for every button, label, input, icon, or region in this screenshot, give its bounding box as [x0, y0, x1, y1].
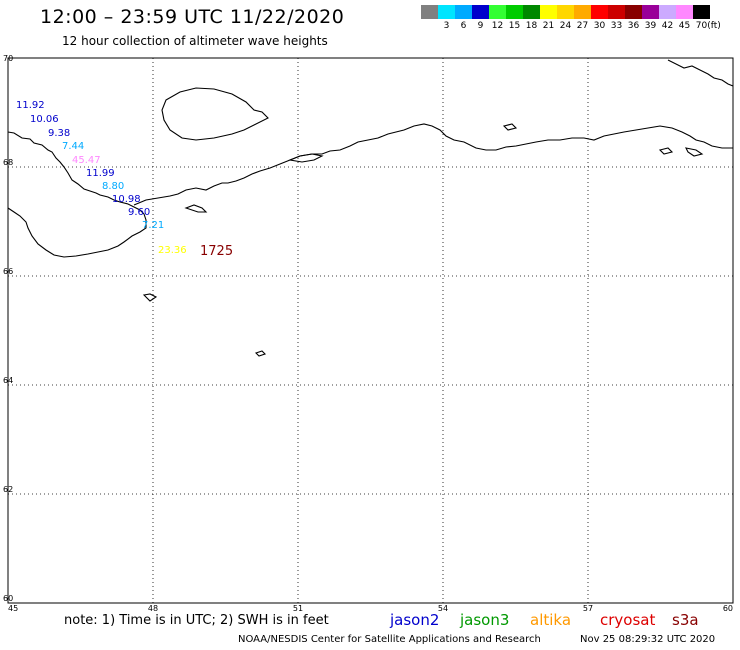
color-scale-swatch — [608, 5, 625, 19]
color-scale-swatch — [557, 5, 574, 19]
satellite-legend-item-altika: altika — [530, 611, 572, 629]
color-scale-labels: 3 6 9 12 15 18 21 24 27 30 33 36 39 42 45 70 (ft) — [421, 19, 740, 31]
color-scale-label: 15 — [508, 21, 521, 31]
map-title: 12:00 – 23:59 UTC 11/22/2020 — [40, 6, 345, 28]
color-scale-swatch — [625, 5, 642, 19]
color-scale-label: 24 — [559, 21, 572, 31]
wave-height-observation: 7.44 — [62, 141, 85, 152]
latitude-label: 62 — [3, 485, 13, 494]
color-scale-label: 12 — [491, 21, 504, 31]
wave-height-observation: 45.47 — [72, 155, 101, 166]
color-scale-swatch — [642, 5, 659, 19]
color-scale-label: 18 — [525, 21, 538, 31]
color-scale-swatch — [659, 5, 676, 19]
color-scale-swatches — [421, 5, 740, 19]
color-scale-label: 42 — [661, 21, 674, 31]
coastline-mainland-north — [133, 123, 733, 206]
latitude-label: 70 — [3, 54, 13, 63]
color-scale-swatch — [438, 5, 455, 19]
latitude-label: 68 — [3, 158, 13, 167]
coastline-island-small-1 — [287, 153, 324, 163]
color-scale-swatch — [523, 5, 540, 19]
wave-height-observation: 8.80 — [102, 181, 125, 192]
color-scale-label: 3 — [443, 21, 450, 31]
satellite-legend-item-s3a: s3a — [672, 611, 699, 629]
wave-height-observation: 9.38 — [48, 128, 71, 139]
coastline — [7, 59, 734, 357]
color-scale-swatch — [574, 5, 591, 19]
color-scale-label: 70 — [695, 21, 708, 31]
generation-timestamp: Nov 25 08:29:32 UTC 2020 — [580, 634, 716, 645]
color-scale-label: 39 — [644, 21, 657, 31]
color-scale-label: 33 — [610, 21, 623, 31]
longitude-label: 54 — [438, 604, 448, 613]
wave-height-observation: 10.98 — [112, 194, 141, 205]
color-scale-label: 30 — [593, 21, 606, 31]
coastline-island-small-2 — [142, 293, 158, 302]
wave-height-observation: 7.21 — [142, 220, 165, 231]
color-scale-swatch — [472, 5, 489, 19]
wave-height-observation: 23.36 — [158, 245, 187, 256]
color-scale-unit: (ft) — [707, 21, 721, 31]
color-scale-swatch — [506, 5, 523, 19]
wave-height-observation: 11.99 — [86, 168, 115, 179]
coastline-island-small-7 — [685, 147, 704, 157]
satellite-legend-item-jason3: jason3 — [460, 611, 510, 629]
map-grid — [8, 58, 733, 603]
longitude-label: 45 — [8, 604, 18, 613]
color-scale-label: 6 — [460, 21, 467, 31]
coastline-island-small-4 — [184, 204, 208, 213]
latitude-label: 64 — [3, 376, 13, 385]
coastline-kola-peninsula — [7, 131, 147, 258]
credit-text: NOAA/NESDIS Center for Satellite Applica… — [238, 634, 541, 645]
map-subtitle: 12 hour collection of altimeter wave hei… — [62, 34, 328, 48]
wave-height-observation: 1725 — [200, 244, 234, 259]
color-scale-swatch — [591, 5, 608, 19]
wave-height-observation: 9.60 — [128, 207, 151, 218]
color-scale-swatch — [489, 5, 506, 19]
latitude-label: 66 — [3, 267, 13, 276]
satellite-legend-item-cryosat: cryosat — [600, 611, 656, 629]
color-scale-label: 36 — [627, 21, 640, 31]
color-scale-swatch — [455, 5, 472, 19]
coastline-island-small-6 — [658, 147, 674, 155]
color-scale-label: 9 — [477, 21, 484, 31]
latitude-label: 60 — [3, 594, 13, 603]
longitude-label: 48 — [148, 604, 158, 613]
color-scale-swatch — [693, 5, 710, 19]
coastline-island-small-3 — [254, 350, 267, 357]
color-scale-swatch — [540, 5, 557, 19]
color-scale-swatch — [676, 5, 693, 19]
satellite-legend-item-jason2: jason2 — [390, 611, 440, 629]
coastline-island-small-5 — [502, 123, 518, 131]
longitude-label: 60 — [723, 604, 733, 613]
color-scale-label: 21 — [542, 21, 555, 31]
longitude-label: 51 — [293, 604, 303, 613]
map-frame — [7, 57, 734, 604]
footnote: note: 1) Time is in UTC; 2) SWH is in fe… — [64, 613, 329, 628]
color-scale-swatch — [421, 5, 438, 19]
color-scale-label: 45 — [678, 21, 691, 31]
wave-height-color-scale: 3 6 9 12 15 18 21 24 27 30 33 36 39 42 45 70 (ft) — [421, 5, 740, 31]
wave-height-observation: 10.06 — [30, 114, 59, 125]
coastline-kolguev-island — [161, 87, 269, 141]
longitude-label: 57 — [583, 604, 593, 613]
color-scale-label: 27 — [576, 21, 589, 31]
wave-height-observation: 11.92 — [16, 100, 45, 111]
coastline-novaya-zemlya — [667, 59, 734, 87]
